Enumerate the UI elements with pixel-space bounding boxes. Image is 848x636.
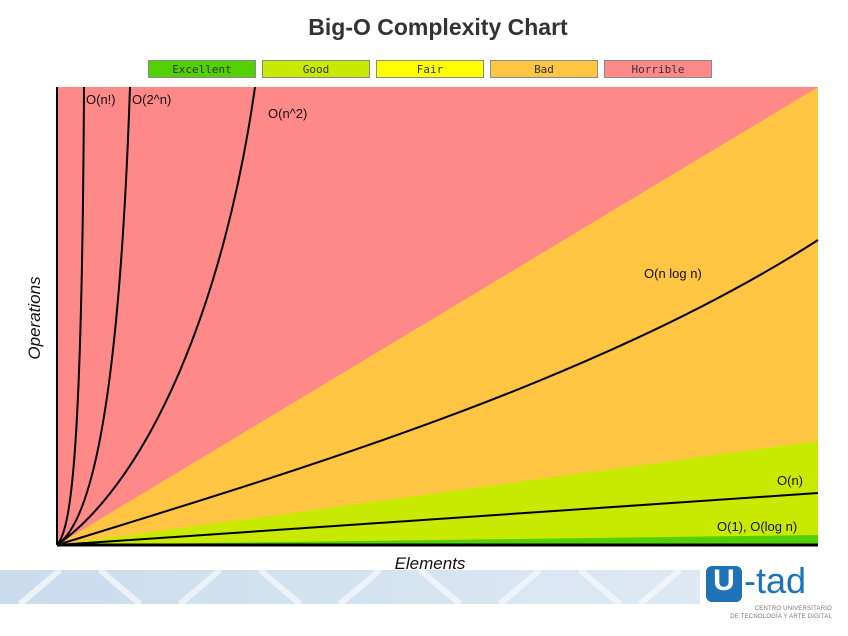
chart-title: Big-O Complexity Chart bbox=[308, 14, 568, 40]
region-excellent bbox=[57, 535, 818, 545]
curve-label-3: O(n log n) bbox=[644, 266, 702, 281]
logo-mark: U bbox=[706, 564, 742, 602]
legend-item-excellent: Excellent bbox=[148, 60, 256, 78]
legend-item-good: Good bbox=[262, 60, 370, 78]
region-bad bbox=[57, 87, 818, 545]
curve-label-4: O(n) bbox=[777, 473, 803, 488]
logo-subtitle-line-1: CENTRO UNIVERSITARIO bbox=[754, 606, 832, 612]
decorative-banner bbox=[0, 570, 700, 604]
axes bbox=[56, 87, 818, 547]
curve-labels: O(n!) O(2^n) O(n^2) O(n log n) O(n) O(1), O(l… bbox=[86, 92, 803, 534]
x-axis-label: Elements bbox=[395, 554, 466, 573]
legend-item-fair: Fair bbox=[376, 60, 484, 78]
complexity-regions bbox=[57, 87, 818, 545]
curve-o-n-factorial bbox=[56, 86, 85, 546]
logo-wordmark: -tad bbox=[744, 560, 807, 601]
curve-label-2: O(n^2) bbox=[268, 106, 307, 121]
logo-subtitle-line-2: DE TECNOLOGÍA Y ARTE DIGITAL bbox=[730, 614, 832, 620]
legend-item-bad: Bad bbox=[490, 60, 598, 78]
logo-mark-letter: U bbox=[713, 564, 735, 597]
legend-item-horrible: Horrible bbox=[604, 60, 712, 78]
utad-logo: U -tad CENTRO UNIVERSITARIO DE TECNOLOGÍ… bbox=[706, 560, 836, 628]
curve-label-0: O(n!) bbox=[86, 92, 116, 107]
region-good bbox=[57, 441, 818, 545]
curve-o-n bbox=[56, 492, 819, 546]
curve-o-n-log-n bbox=[56, 239, 819, 546]
y-axis-label: Operations bbox=[25, 276, 44, 360]
curve-label-1: O(2^n) bbox=[132, 92, 171, 107]
curve-o-2-n bbox=[56, 86, 131, 546]
curve-o-n-squared bbox=[56, 86, 256, 546]
curve-label-5: O(1), O(log n) bbox=[717, 519, 797, 534]
